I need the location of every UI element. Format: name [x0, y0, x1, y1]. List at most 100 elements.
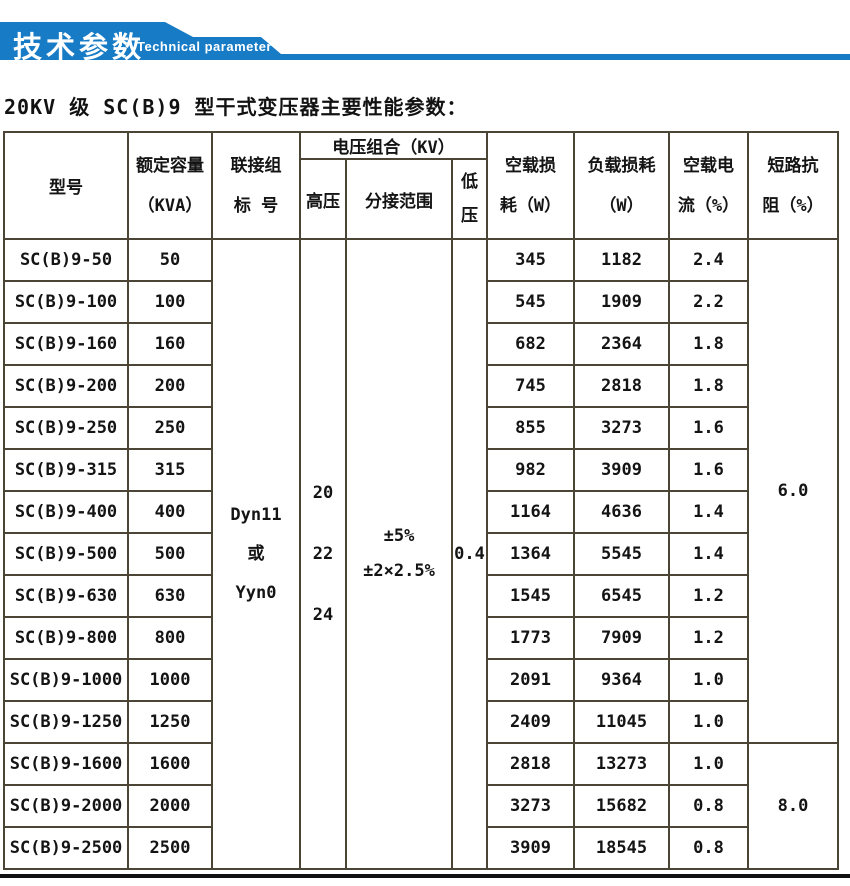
cell-model: SC(B)9-800 [3, 616, 129, 660]
header-connection-line1: 联接组 [230, 155, 282, 176]
cell-hv-values: 20 22 24 [299, 238, 347, 870]
cell-capacity: 400 [127, 490, 213, 534]
cell-model: SC(B)9-400 [3, 490, 129, 534]
cell-noload-loss: 1545 [486, 574, 575, 618]
cell-model: SC(B)9-100 [3, 280, 129, 324]
header-tap-range: 分接范围 [345, 158, 453, 240]
cell-noload-current: 1.8 [668, 322, 749, 366]
header-current-line2: 流（%） [677, 195, 740, 216]
cell-noload-loss: 3909 [486, 826, 575, 870]
table-row: SC(B)9-160 160 682 2364 1.8 [3, 322, 838, 366]
cell-capacity: 800 [127, 616, 213, 660]
table-row: SC(B)9-1000 1000 2091 9364 1.0 [3, 658, 838, 702]
connection-line3: Yyn0 [235, 582, 277, 603]
cell-capacity: 250 [127, 406, 213, 450]
cell-noload-current: 1.4 [668, 490, 749, 534]
cell-capacity: 500 [127, 532, 213, 576]
cell-noload-current: 1.0 [668, 742, 749, 786]
header-hv: 高压 [299, 158, 347, 240]
cell-capacity: 315 [127, 448, 213, 492]
tap-value-2: ±2×2.5% [363, 561, 435, 581]
header-impedance-line2: 阻（%） [762, 195, 824, 216]
cell-noload-loss: 2409 [486, 700, 575, 744]
cell-model: SC(B)9-250 [3, 406, 129, 450]
table-row: SC(B)9-1250 1250 2409 11045 1.0 [3, 700, 838, 744]
cell-load-loss: 5545 [573, 532, 670, 576]
cell-capacity: 1600 [127, 742, 213, 786]
cell-noload-loss: 2818 [486, 742, 575, 786]
cell-capacity: 2000 [127, 784, 213, 828]
header-capacity-line1: 额定容量 [136, 155, 204, 176]
header-load-line1: 负载损耗 [587, 155, 656, 176]
bottom-rule [0, 874, 850, 878]
cell-model: SC(B)9-2000 [3, 784, 129, 828]
connection-line1: Dyn11 [230, 504, 282, 525]
cell-noload-current: 0.8 [668, 826, 749, 870]
cell-load-loss: 1182 [573, 238, 670, 282]
cell-noload-current: 1.8 [668, 364, 749, 408]
cell-load-loss: 3909 [573, 448, 670, 492]
header-noload-line2: 耗（W） [499, 195, 562, 216]
header-noload-loss: 空载损 耗（W） [486, 131, 575, 240]
table-row: SC(B)9-400 400 1164 4636 1.4 [3, 490, 838, 534]
header-noload-line1: 空载损 [505, 155, 556, 176]
cell-capacity: 630 [127, 574, 213, 618]
cell-load-loss: 4636 [573, 490, 670, 534]
cell-load-loss: 7909 [573, 616, 670, 660]
cell-capacity: 1000 [127, 658, 213, 702]
header-load-line2: （W） [599, 195, 644, 216]
cell-noload-loss: 1364 [486, 532, 575, 576]
page-title: 20KV 级 SC(B)9 型干式变压器主要性能参数： [4, 95, 468, 119]
cell-load-loss: 2364 [573, 322, 670, 366]
banner-title: 技术参数 [13, 32, 146, 64]
table-row: SC(B)9-800 800 1773 7909 1.2 [3, 616, 838, 660]
header-connection: 联接组 标 号 [211, 131, 301, 240]
header-lv-line1: 低 [461, 172, 478, 192]
header-lv: 低 压 [451, 158, 488, 240]
header-capacity: 额定容量 （KVA） [127, 131, 213, 240]
cell-load-loss: 1909 [573, 280, 670, 324]
cell-noload-loss: 1773 [486, 616, 575, 660]
tap-value-1: ±5% [383, 526, 415, 546]
cell-noload-current: 2.2 [668, 280, 749, 324]
cell-capacity: 50 [127, 238, 213, 282]
table-row: SC(B)9-315 315 982 3909 1.6 [3, 448, 838, 492]
cell-load-loss: 13273 [573, 742, 670, 786]
cell-noload-current: 2.4 [668, 238, 749, 282]
banner-ribbon [0, 22, 850, 60]
cell-noload-loss: 3273 [486, 784, 575, 828]
cell-model: SC(B)9-1250 [3, 700, 129, 744]
cell-noload-loss: 682 [486, 322, 575, 366]
cell-noload-current: 1.6 [668, 448, 749, 492]
table-row: SC(B)9-2500 2500 3909 18545 0.8 [3, 826, 838, 870]
header-load-loss: 负载损耗 （W） [573, 131, 670, 240]
header-voltage-combo: 电压组合（KV） [299, 131, 488, 160]
banner-subtitle: Technical parameter [137, 39, 272, 54]
table-row: SC(B)9-1600 1600 2818 13273 1.0 8.0 [3, 742, 839, 870]
header-current-line1: 空载电 [683, 155, 734, 176]
cell-capacity: 2500 [127, 826, 213, 870]
header-lv-line2: 压 [461, 206, 478, 226]
cell-connection-group: Dyn11 或 Yyn0 [211, 238, 301, 870]
cell-model: SC(B)9-200 [3, 364, 129, 408]
header-noload-current: 空载电 流（%） [668, 131, 749, 240]
cell-noload-loss: 982 [486, 448, 575, 492]
cell-capacity: 160 [127, 322, 213, 366]
spec-table: 型号 额定容量 （KVA） 联接组 标 号 电压组合（KV） 空载损 耗（W） [3, 131, 839, 870]
header-impedance: 短路抗 阻（%） [747, 131, 839, 240]
cell-model: SC(B)9-1000 [3, 658, 129, 702]
table-row: SC(B)9-2000 2000 3273 15682 0.8 [3, 784, 838, 828]
cell-load-loss: 6545 [573, 574, 670, 618]
header-row-2: 高压 分接范围 低 压 [4, 158, 838, 240]
header-capacity-line2: （KVA） [137, 195, 203, 216]
cell-model: SC(B)9-630 [3, 574, 129, 618]
header-impedance-line1: 短路抗 [767, 155, 819, 176]
cell-noload-loss: 345 [486, 238, 575, 282]
cell-noload-loss: 1164 [486, 490, 575, 534]
cell-noload-current: 1.6 [668, 406, 749, 450]
cell-noload-loss: 2091 [486, 658, 575, 702]
cell-noload-current: 1.2 [668, 574, 749, 618]
cell-model: SC(B)9-1600 [3, 742, 129, 786]
cell-capacity: 100 [127, 280, 213, 324]
